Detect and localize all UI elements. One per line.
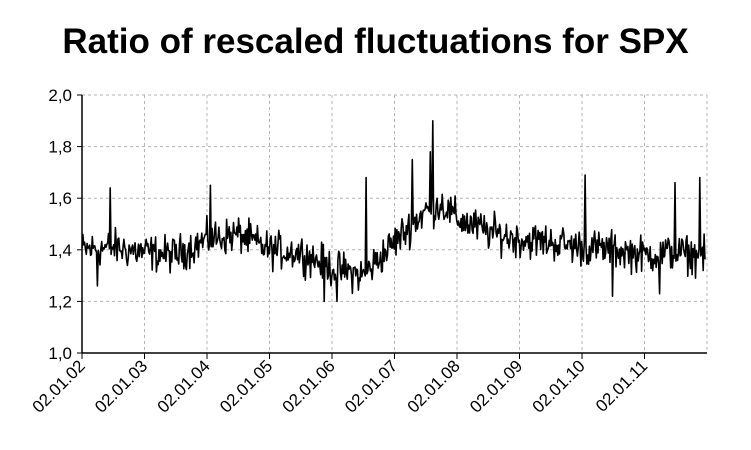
x-tick-label: 02.01.07 <box>341 356 401 416</box>
x-tick-label: 02.01.11 <box>592 356 651 415</box>
x-tick-label: 02.01.02 <box>29 356 89 416</box>
x-tick-labels: 02.01.02 02.01.03 02.01.04 02.01.05 02.01.06… <box>29 356 652 416</box>
y-tick-label: 1,4 <box>48 241 72 260</box>
chart-title: Ratio of rescaled fluctuations for SPX <box>62 22 689 61</box>
axis-layer <box>77 94 707 359</box>
y-tick-label: 1,2 <box>48 292 72 311</box>
x-tick-label: 02.01.06 <box>279 356 339 416</box>
y-tick-labels: 1,0 1,2 1,4 1,6 1,8 2,0 <box>48 86 72 363</box>
y-tick-label: 2,0 <box>48 86 72 105</box>
y-tick-label: 1,8 <box>48 138 72 157</box>
x-tick-label: 02.01.10 <box>529 356 589 416</box>
grid-layer <box>82 94 708 353</box>
x-tick-label: 02.01.04 <box>154 356 214 416</box>
series-layer <box>81 120 706 303</box>
x-tick-label: 02.01.08 <box>404 356 464 416</box>
x-tick-label: 02.01.03 <box>91 356 151 416</box>
x-tick-label: 02.01.05 <box>216 356 276 416</box>
x-tick-label: 02.01.09 <box>466 356 526 416</box>
series-line <box>81 120 706 303</box>
y-tick-label: 1,0 <box>48 344 72 363</box>
y-tick-label: 1,6 <box>48 189 72 208</box>
